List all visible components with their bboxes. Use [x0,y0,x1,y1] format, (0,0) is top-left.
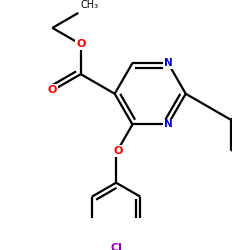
Text: CH₃: CH₃ [80,0,98,10]
Text: O: O [113,146,123,156]
Text: N: N [164,120,172,130]
Text: O: O [76,39,86,49]
Text: Cl: Cl [110,242,122,250]
Text: N: N [164,58,172,68]
Text: O: O [48,86,57,96]
